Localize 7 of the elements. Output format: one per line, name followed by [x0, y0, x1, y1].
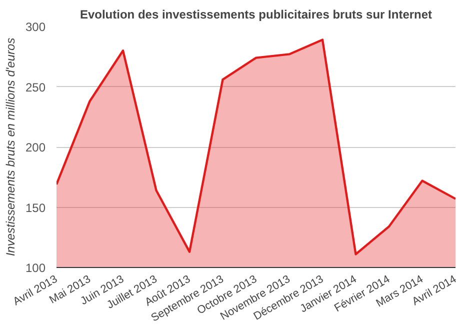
y-tick-label: 300 — [25, 20, 46, 34]
y-tick-label: 100 — [25, 261, 46, 275]
y-tick-label: 250 — [25, 80, 46, 94]
y-tick-label: 150 — [25, 200, 46, 215]
chart-title: Evolution des investissements publicitaires bruts sur Internet — [80, 8, 432, 22]
y-tick-label: 200 — [25, 140, 46, 154]
y-axis-title: Investissements bruts en millions d'euros — [3, 38, 18, 256]
